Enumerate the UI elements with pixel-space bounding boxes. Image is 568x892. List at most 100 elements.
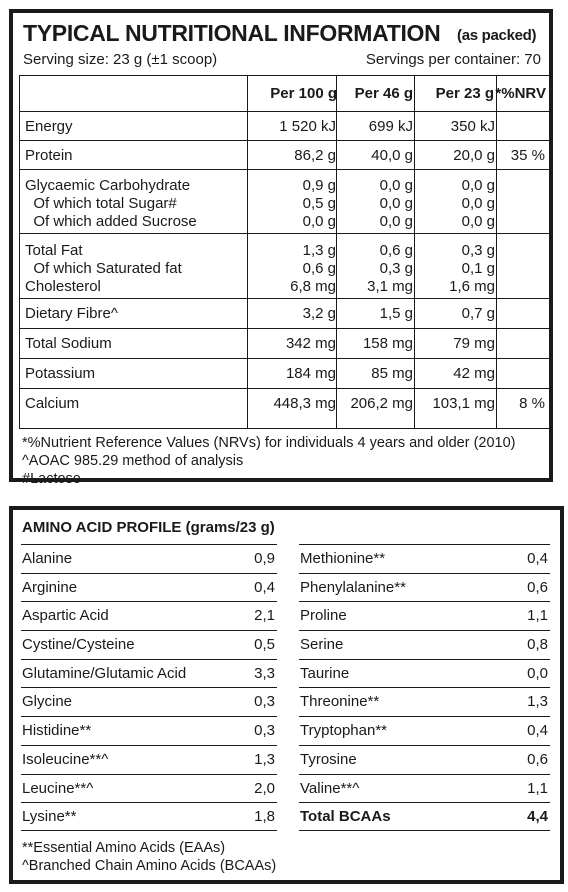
value-per-100g: 86,2 g <box>294 147 336 164</box>
value-per-100g: 0,9 g <box>302 177 336 194</box>
value-per-46g: 699 kJ <box>368 118 413 135</box>
amino-value: 3,3 <box>254 664 275 682</box>
amino-value: 0,6 <box>527 578 548 596</box>
row-divider <box>20 328 550 329</box>
amino-value: 1,8 <box>254 808 275 826</box>
row-label: Glycaemic Carbohydrate <box>25 177 191 194</box>
amino-value: 0,4 <box>527 722 548 740</box>
row-divider <box>20 298 550 299</box>
amino-value: 2,1 <box>254 607 275 625</box>
amino-row: Valine**^ 1,1 <box>299 773 550 803</box>
servings-per-container: Servings per container: 70 <box>365 51 541 68</box>
amino-name: Taurine <box>300 664 350 682</box>
amino-row: Leucine**^ 2,0 <box>21 773 277 803</box>
amino-name: Methionine** <box>300 550 386 567</box>
column-divider <box>336 76 337 428</box>
amino-name: Tyrosine <box>300 750 357 768</box>
nutrition-footnotes: *%Nutrient Reference Values (NRVs) for i… <box>22 434 516 488</box>
amino-value: 1,1 <box>527 779 548 797</box>
nutrition-title-suffix: (as packed) <box>457 27 537 44</box>
amino-row: Aspartic Acid 2,1 <box>21 601 277 630</box>
value-per-23g: 79 mg <box>453 335 495 352</box>
value-per-100g: 0,6 g <box>302 260 336 277</box>
row-label: Dietary Fibre^ <box>25 305 118 322</box>
row-label: Of which added Sucrose <box>25 213 197 230</box>
value-per-23g: 0,3 g <box>461 242 495 259</box>
row-label: Energy <box>25 118 73 135</box>
amino-name: Valine**^ <box>300 779 360 797</box>
row-label: Calcium <box>25 395 80 412</box>
amino-name: Serine <box>300 636 344 654</box>
amino-value: 1,3 <box>527 693 548 711</box>
footnote: ^Branched Chain Amino Acids (BCAAs) <box>22 858 277 874</box>
footnote: #Lactose <box>22 471 81 487</box>
footnote: **Essential Amino Acids (EAAs) <box>22 840 226 856</box>
amino-row: Cystine/Cysteine 0,5 <box>21 630 277 659</box>
amino-name: Proline <box>300 607 347 625</box>
amino-value: 0,6 <box>527 750 548 768</box>
value-per-23g: 0,0 g <box>461 177 495 194</box>
value-per-46g: 158 mg <box>362 335 413 352</box>
footnote: *%Nutrient Reference Values (NRVs) for i… <box>22 435 516 451</box>
value-per-23g: 20,0 g <box>453 147 495 164</box>
column-divider <box>496 76 497 428</box>
total-bcaas-row: Total BCAAs 4,4 <box>299 802 550 831</box>
amino-name: Aspartic Acid <box>22 607 109 625</box>
row-label: Total Sodium <box>25 335 112 352</box>
amino-row: Tryptophan** 0,4 <box>299 716 550 745</box>
value-per-100g: 184 mg <box>285 365 336 382</box>
amino-row: Alanine 0,9 <box>21 544 277 573</box>
amino-list-right: Methionine** 0,4 Phenylalanine** 0,6 Proli… <box>299 544 550 831</box>
serving-size: Serving size: 23 g (±1 scoop) <box>23 51 218 68</box>
row-label: Total Fat <box>25 242 83 259</box>
amino-row: Tyrosine 0,6 <box>299 744 550 774</box>
value-per-100g: 1 520 kJ <box>279 118 336 135</box>
row-label: Of which Saturated fat <box>25 260 182 277</box>
row-label: Potassium <box>25 365 96 382</box>
amino-row: Phenylalanine** 0,6 <box>299 572 550 602</box>
value-per-46g: 0,3 g <box>379 260 413 277</box>
amino-title: AMINO ACID PROFILE (grams/23 g) <box>22 519 275 536</box>
amino-name: Glycine <box>22 693 73 711</box>
value-per-46g: 0,6 g <box>379 242 413 259</box>
amino-acid-panel: AMINO ACID PROFILE (grams/23 g) Alanine 0… <box>9 506 564 884</box>
amino-name: Phenylalanine** <box>300 578 406 596</box>
amino-list-left: Alanine 0,9 Arginine 0,4 Aspartic Acid 2,1 … <box>21 544 277 831</box>
value-per-100g: 0,0 g <box>302 213 336 230</box>
amino-name: Isoleucine**^ <box>22 750 109 768</box>
row-divider <box>20 169 550 170</box>
amino-footnotes: **Essential Amino Acids (EAAs) ^Branched… <box>22 839 276 875</box>
amino-row: Proline 1,1 <box>299 601 550 630</box>
row-divider <box>20 140 550 141</box>
amino-value: 0,0 <box>527 664 548 682</box>
nutrition-title: TYPICAL NUTRITIONAL INFORMATION (as pack… <box>23 20 537 47</box>
amino-name: Glutamine/Glutamic Acid <box>22 664 187 682</box>
amino-row: Methionine** 0,4 <box>299 544 550 573</box>
value-per-46g: 85 mg <box>371 365 413 382</box>
amino-value: 0,3 <box>254 722 275 740</box>
header-per-100g: Per 100 g <box>270 85 337 102</box>
amino-value: 1,1 <box>527 607 548 625</box>
amino-name: Alanine <box>22 550 73 567</box>
value-nrv: 35 % <box>510 147 545 164</box>
amino-row: Histidine** 0,3 <box>21 716 277 745</box>
value-per-46g: 206,2 mg <box>350 395 413 412</box>
value-per-100g: 0,5 g <box>302 195 336 212</box>
amino-name: Histidine** <box>22 722 92 740</box>
row-label: Protein <box>25 147 73 164</box>
amino-value: 0,9 <box>254 550 275 567</box>
value-per-46g: 3,1 mg <box>367 278 413 295</box>
value-per-100g: 448,3 mg <box>273 395 336 412</box>
row-divider <box>20 111 550 112</box>
amino-value: 0,4 <box>527 550 548 567</box>
value-per-23g: 0,7 g <box>461 305 495 322</box>
amino-name: Threonine** <box>300 693 380 711</box>
nutrition-table: Per 100 g Per 46 g Per 23 g *%NRV Energy… <box>19 75 551 429</box>
amino-name: Leucine**^ <box>22 779 94 797</box>
amino-name: Arginine <box>22 578 78 596</box>
amino-row: Glutamine/Glutamic Acid 3,3 <box>21 658 277 688</box>
column-divider <box>414 76 415 428</box>
header-per-46g: Per 46 g <box>354 85 413 102</box>
value-per-46g: 40,0 g <box>371 147 413 164</box>
value-per-100g: 3,2 g <box>302 305 336 322</box>
